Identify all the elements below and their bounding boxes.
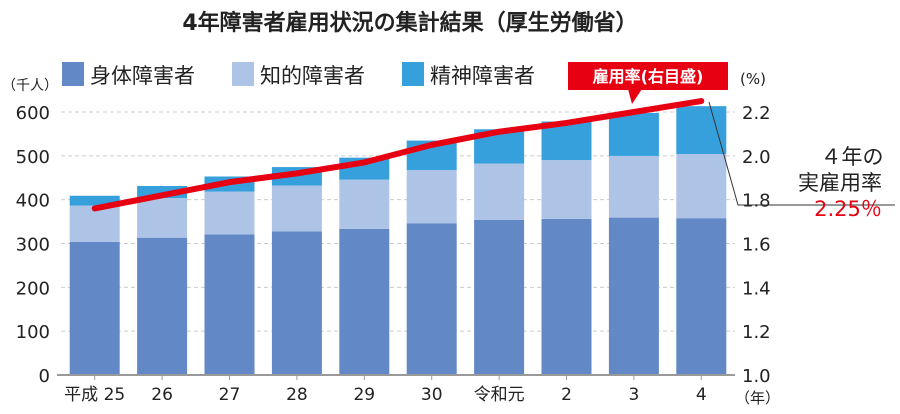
x-tick-label: 26: [151, 385, 173, 405]
line-point: [632, 111, 635, 113]
line-point: [228, 181, 231, 184]
y-right-tick-label: 1.6: [742, 235, 771, 256]
y-left-tick-label: 200: [16, 278, 50, 299]
x-tick-label: 令和元: [474, 385, 525, 405]
line-point: [498, 130, 501, 133]
legend-swatch: [402, 62, 424, 86]
y-right-tick-label: 1.4: [742, 278, 771, 299]
right-axis-label: (%): [740, 70, 766, 88]
line-point: [93, 207, 96, 210]
bar-segment: [204, 234, 255, 375]
line-point: [295, 172, 298, 175]
bar-segment: [541, 218, 592, 375]
x-tick-label: 3: [628, 385, 639, 405]
bar-segment: [406, 223, 457, 375]
y-right-tick-label: 1.2: [742, 322, 771, 343]
x-tick-label: 4: [696, 385, 707, 405]
bar-segment: [339, 179, 390, 229]
x-tick-label: 2: [561, 385, 572, 405]
y-left-tick-label: 100: [16, 322, 50, 343]
bar-segment: [608, 155, 659, 218]
y-right-tick-label: 2.0: [742, 147, 771, 168]
x-tick-label: 29: [353, 385, 375, 405]
line-point: [430, 143, 433, 146]
line-point: [700, 100, 703, 103]
bar-segment: [204, 191, 255, 235]
line-point: [161, 194, 164, 197]
bar-segment: [676, 218, 727, 375]
plot-area: 0 100 200 300 400 500 600 1.0 1.2 1.4 1.6 1.8 2.0 2.2…: [16, 98, 771, 405]
y-left-tick-label: 500: [16, 147, 50, 168]
bar-segment: [271, 231, 322, 375]
annotation-line2: 実雇用率: [798, 171, 882, 195]
x-tick-label: 平成 25: [64, 385, 125, 405]
bar-segment: [474, 163, 525, 220]
line-point: [363, 161, 366, 164]
y-left-tick-label: 0: [39, 366, 50, 387]
x-tick-label: 30: [421, 385, 443, 405]
bar-segment: [608, 112, 659, 156]
y-right-tick-label: 2.2: [742, 103, 771, 124]
employment-rate-line: [91, 98, 705, 212]
y-right-tick-label: 1.8: [742, 191, 771, 212]
bar-segment: [474, 219, 525, 375]
line-label-pointer: [628, 89, 642, 104]
bar-segment: [271, 185, 322, 232]
y-right-tick-label: 1.0: [742, 366, 771, 387]
bar-segment: [406, 170, 457, 224]
y-left-tick-label: 400: [16, 191, 50, 212]
bar-segment: [541, 160, 592, 219]
line-label: 雇用率(右目盛): [593, 67, 704, 86]
bar-segment: [339, 228, 390, 375]
chart-title: 4年障害者雇用状況の集計結果（厚生労働省）: [182, 10, 637, 36]
legend-swatch: [62, 62, 84, 86]
bar-segment: [69, 241, 120, 375]
bar-segment: [608, 217, 659, 375]
bar-segment: [676, 106, 727, 154]
bar-segment: [69, 205, 120, 242]
bar-segment: [69, 195, 120, 206]
y-left-tick-label: 600: [16, 103, 50, 124]
annotation-line1: ４年の: [821, 145, 884, 169]
annotation-leader: [708, 101, 895, 206]
bar-segment: [137, 237, 188, 375]
bar-segment: [137, 198, 188, 238]
x-unit-label: （年）: [735, 389, 780, 407]
x-tick-label: 28: [286, 385, 308, 405]
annotation-value: 2.25％: [814, 197, 882, 221]
line-point: [565, 121, 568, 124]
y-left-tick-label: 300: [16, 235, 50, 256]
left-axis-label: （千人）: [2, 78, 58, 94]
legend-swatch: [232, 62, 254, 86]
bar-segment: [676, 153, 727, 219]
legend-label: 身体障害者: [90, 64, 195, 88]
x-tick-label: 27: [219, 385, 241, 405]
legend-label: 知的障害者: [260, 64, 365, 88]
line-label-box: [568, 62, 728, 90]
legend: 身体障害者 知的障害者 精神障害者: [62, 62, 535, 88]
legend-label: 精神障害者: [430, 64, 535, 88]
